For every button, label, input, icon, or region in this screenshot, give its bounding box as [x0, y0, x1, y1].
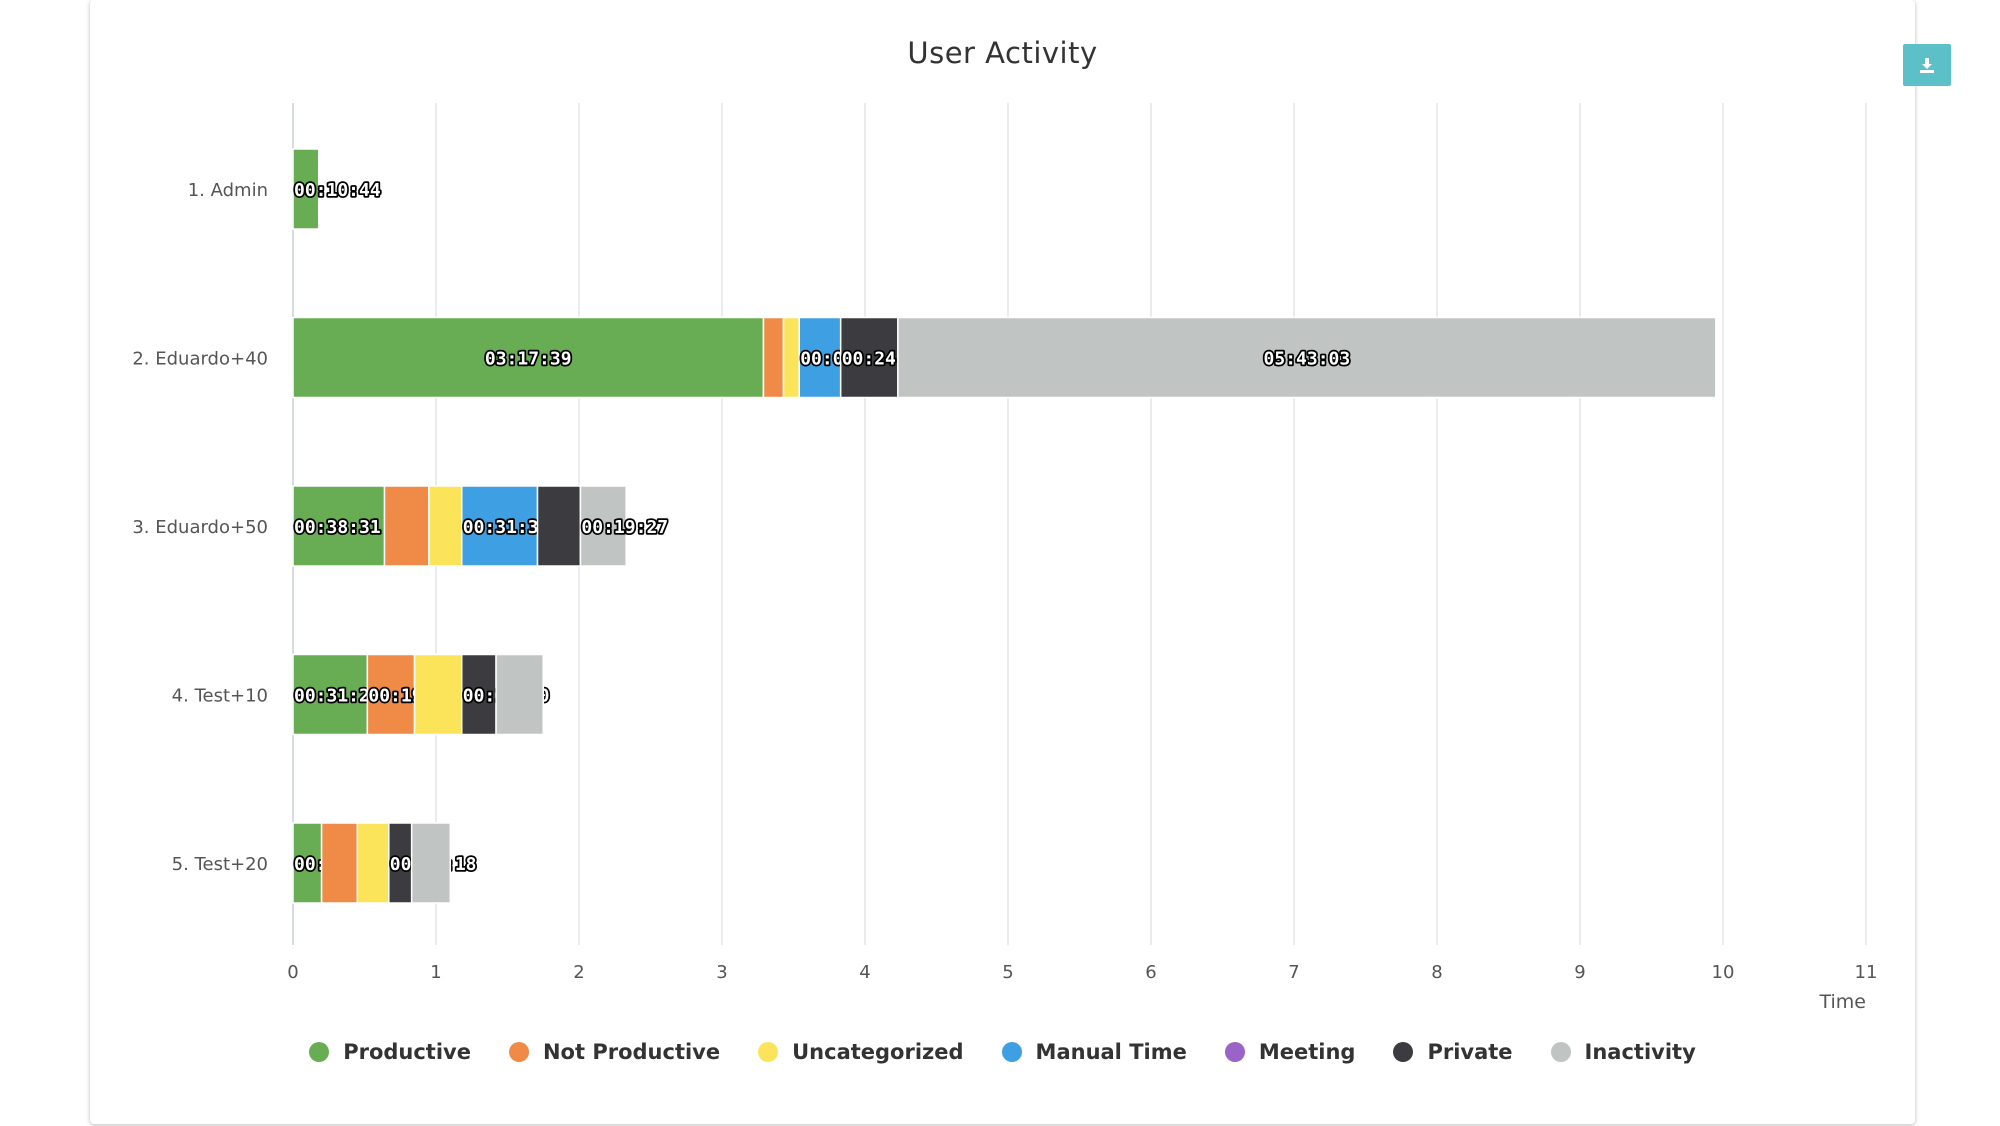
legend-marker — [1550, 1042, 1571, 1062]
bar-segment — [460, 653, 497, 736]
category-label: 2. Eduardo+40 — [132, 349, 268, 370]
x-tick-label: 5 — [1002, 962, 1013, 983]
bar-segment — [356, 822, 390, 904]
x-tick-label: 9 — [1574, 962, 1585, 983]
legend-label: Not Productive — [542, 1040, 721, 1064]
download-icon — [1920, 58, 1934, 73]
x-tick-label: 7 — [1288, 962, 1299, 983]
legend-marker — [758, 1042, 779, 1062]
download-button[interactable] — [1903, 44, 1951, 86]
category-label: 3. Eduardo+50 — [132, 517, 268, 538]
bar-segment — [579, 485, 627, 567]
x-tick-label: 10 — [1712, 962, 1735, 983]
x-tick-label: 2 — [573, 962, 584, 983]
bar-segment — [762, 316, 785, 399]
bar-segment — [292, 822, 323, 904]
bar-segment — [292, 485, 386, 567]
x-tick-label: 1 — [430, 962, 441, 983]
legend-label: Productive — [343, 1040, 471, 1064]
bar-segment — [495, 653, 544, 736]
legend-label: Manual Time — [1035, 1040, 1187, 1064]
bar-segment — [460, 485, 539, 567]
legend-item[interactable]: Not Productive — [508, 1040, 721, 1064]
legend-marker — [508, 1042, 529, 1062]
data-label: 05:43:03 — [1264, 349, 1351, 370]
legend-item[interactable]: Productive — [309, 1040, 471, 1064]
legend-item[interactable]: Manual Time — [1001, 1040, 1187, 1064]
data-label: 00:19:27 — [581, 517, 668, 538]
x-axis-title: Time — [1819, 991, 1867, 1013]
bar-segment — [292, 148, 320, 230]
x-tick-label: 8 — [1431, 962, 1442, 983]
x-tick-label: 6 — [1145, 962, 1156, 983]
category-label: 4. Test+10 — [172, 686, 268, 707]
bar-segment — [782, 316, 800, 399]
legend-item[interactable]: Meeting — [1224, 1040, 1356, 1064]
bar-segment — [798, 316, 842, 399]
legend-label: Uncategorized — [792, 1040, 964, 1064]
data-label: 00:38:31 — [294, 517, 381, 538]
data-label: 00:10:44 — [294, 180, 381, 201]
legend-label: Private — [1427, 1040, 1513, 1064]
bar-segment — [320, 822, 359, 904]
bar-segment — [897, 316, 1717, 399]
legend-marker — [309, 1042, 330, 1062]
data-label: 00:31:30 — [463, 517, 550, 538]
chart-title: User Activity — [907, 36, 1098, 70]
bar-segment — [413, 653, 463, 736]
chart-legend: Productive Not Productive Uncategorized Man… — [90, 1040, 1915, 1064]
legend-marker — [1393, 1042, 1414, 1062]
legend-marker — [1224, 1042, 1245, 1062]
legend-item[interactable]: Uncategorized — [758, 1040, 964, 1064]
data-label: 03:17:39 — [485, 349, 572, 370]
bar-segment — [383, 485, 430, 567]
bar-segment — [292, 316, 765, 399]
bar-segment — [536, 485, 582, 567]
legend-item[interactable]: Private — [1393, 1040, 1513, 1064]
bar-segment — [428, 485, 463, 567]
category-label: 1. Admin — [188, 180, 268, 201]
legend-label: Inactivity — [1584, 1040, 1696, 1064]
x-tick-label: 0 — [287, 962, 298, 983]
legend-marker — [1001, 1042, 1022, 1062]
x-tick-label: 11 — [1855, 962, 1878, 983]
legend-label: Meeting — [1258, 1040, 1356, 1064]
bar-segment — [839, 316, 899, 399]
category-label: 5. Test+20 — [172, 854, 268, 875]
bar-segment — [410, 822, 452, 904]
x-tick-label: 3 — [716, 962, 727, 983]
legend-item[interactable]: Inactivity — [1550, 1040, 1696, 1064]
x-tick-label: 4 — [859, 962, 870, 983]
